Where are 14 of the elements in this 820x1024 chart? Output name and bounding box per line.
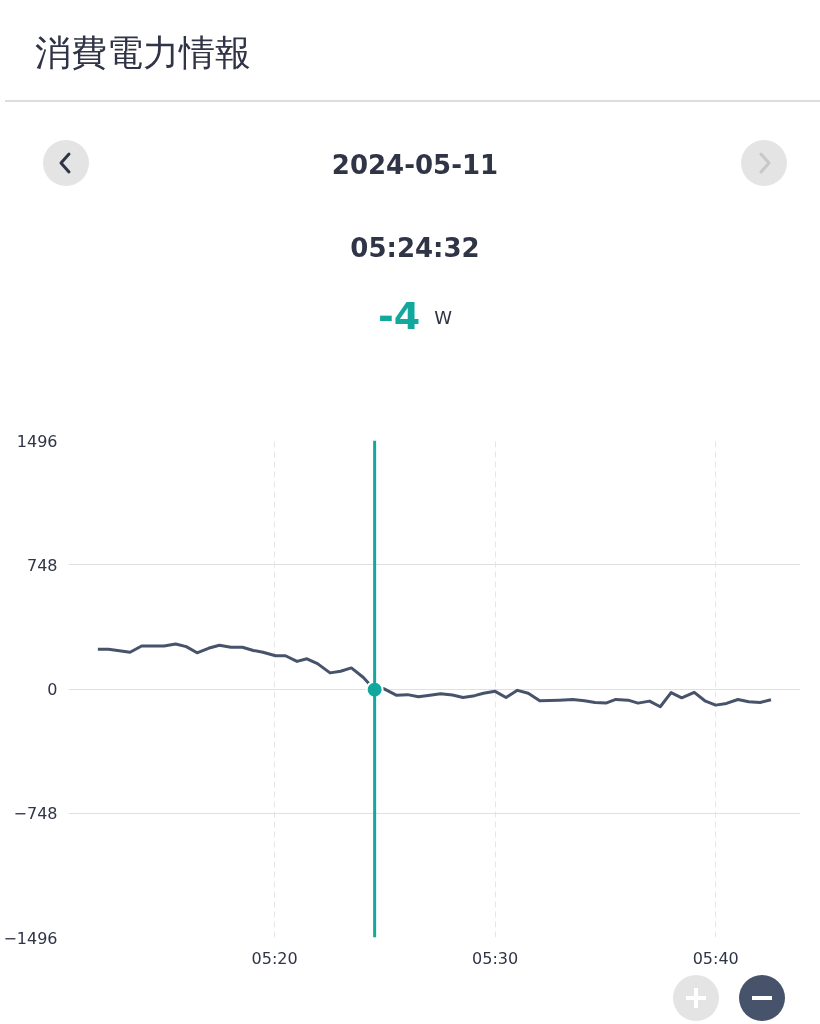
x-tick-label: 05:30 bbox=[472, 948, 519, 968]
line-series bbox=[96, 642, 773, 709]
x-tick-label: 05:40 bbox=[692, 948, 739, 968]
chart-subtitle: 2024-05-11 bbox=[331, 149, 499, 183]
text: 05:24:32 bbox=[349, 231, 481, 265]
y-tick-label: 0 bbox=[47, 680, 58, 699]
text: W bbox=[434, 306, 453, 328]
y-tick-label: −1496 bbox=[3, 928, 58, 948]
chart-title: 消費電力情報 bbox=[5, 5, 820, 103]
y-tick-label: 748 bbox=[26, 555, 58, 575]
y-tick-label: 1496 bbox=[16, 431, 58, 451]
text: -4 bbox=[377, 293, 421, 338]
y-tick-label: −748 bbox=[13, 804, 58, 824]
x-tick-label: 05:20 bbox=[251, 948, 298, 968]
